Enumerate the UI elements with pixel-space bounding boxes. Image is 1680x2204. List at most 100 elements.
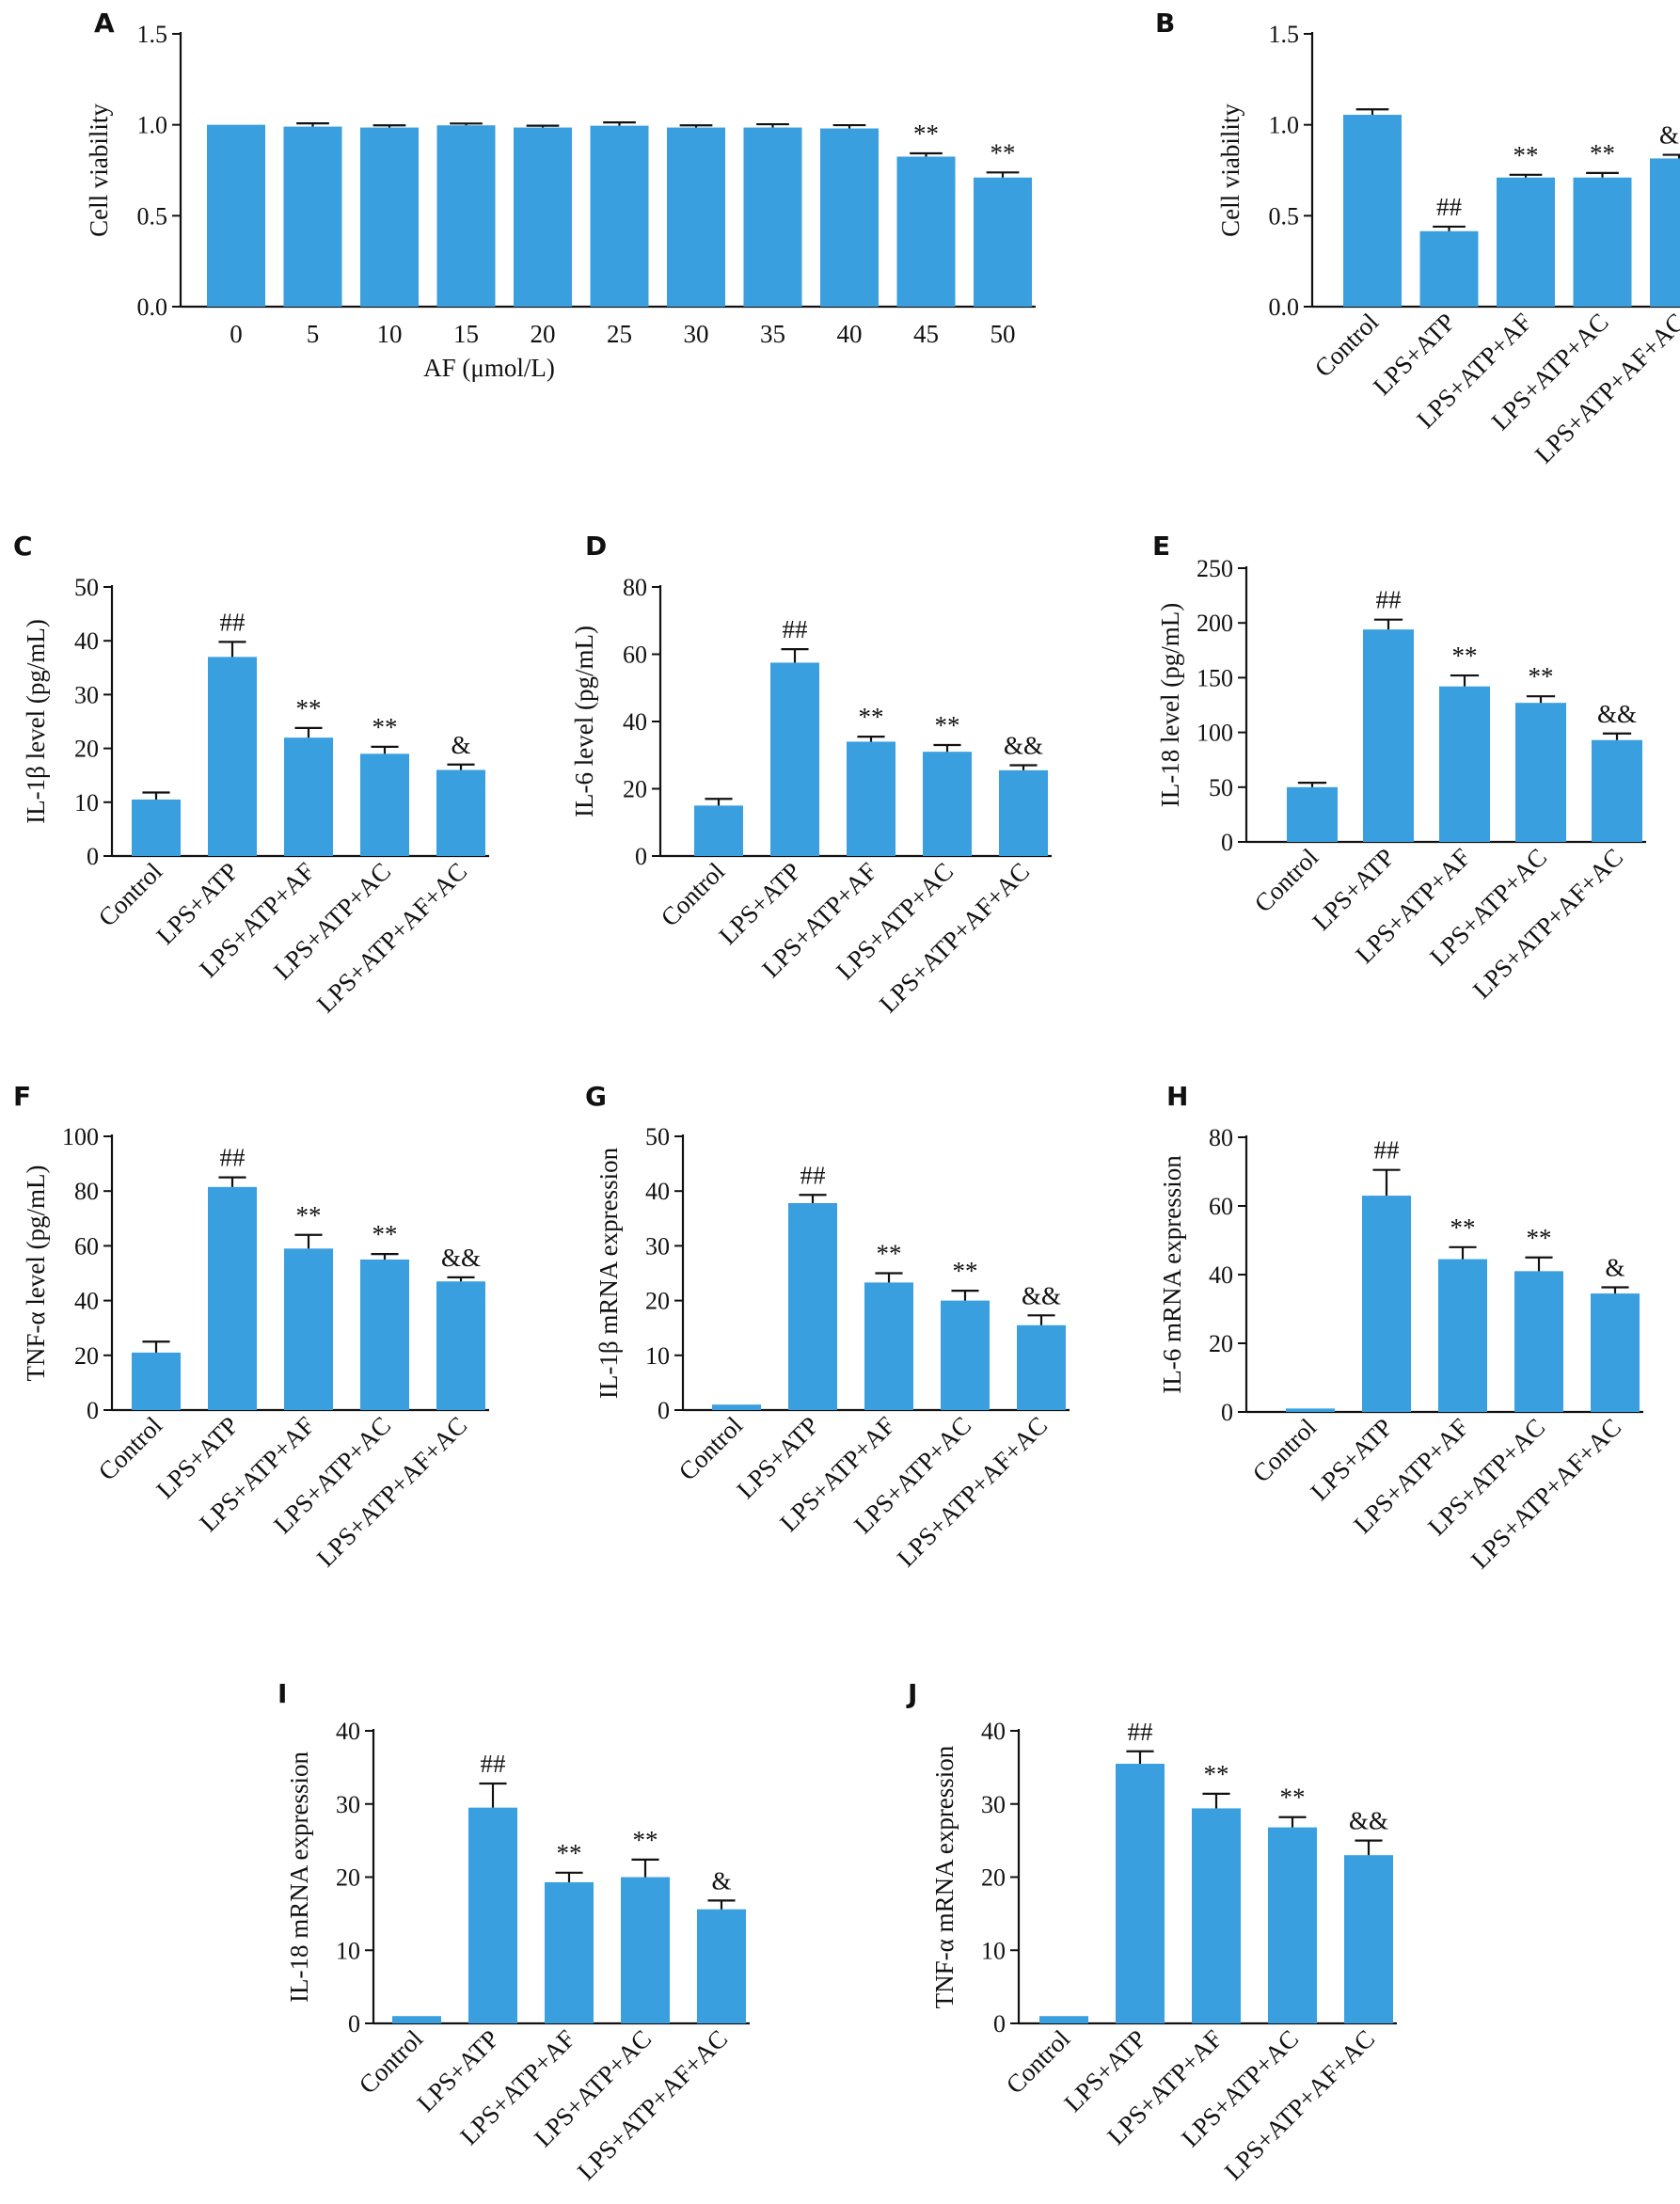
panel-g-y-tick-label: 40 (645, 1178, 670, 1205)
chart-panel-j: J 0 10 20 30 40 TNF-α mRNA expression Control ##… (906, 1678, 1397, 2185)
panel-i-bar (468, 1807, 517, 2023)
panel-a-x-tick-label: 20 (531, 320, 556, 348)
panel-j-y-tick-label: 30 (981, 1791, 1006, 1818)
panel-d-bar (770, 662, 819, 856)
panel-c-y-tick-label: 40 (74, 627, 99, 655)
panel-e-y-tick-label: 100 (1197, 720, 1233, 747)
panel-f-y-tick-label: 20 (74, 1342, 99, 1370)
panel-g-significance-mark: ** (953, 1257, 978, 1285)
panel-j-y-tick-label: 0 (993, 2010, 1006, 2038)
panel-i-bar (545, 1881, 594, 2023)
panel-c-bar (436, 769, 485, 856)
panel-d-y-tick-label: 80 (623, 574, 647, 601)
panel-b-significance-mark: && (1659, 121, 1680, 150)
panel-a-x-tick-label: 25 (607, 320, 632, 348)
panel-j-significance-mark: ## (1128, 1718, 1154, 1746)
panel-b-y-tick-label: 1.5 (1269, 21, 1300, 48)
panel-f-significance-mark: && (441, 1244, 481, 1272)
panel-h-significance-mark: ** (1527, 1224, 1552, 1252)
panel-e-significance-mark: ** (1452, 642, 1478, 670)
panel-h-bar (1438, 1259, 1487, 1412)
panel-a-x-tick-label: 45 (913, 320, 939, 348)
panel-d-y-tick-label: 40 (623, 708, 647, 736)
panel-g-y-axis-label: IL-1β mRNA expression (594, 1147, 623, 1399)
panel-g-bar (1017, 1324, 1066, 1410)
panel-a-x-tick-label: 10 (377, 320, 403, 348)
panel-e-y-tick-label: 150 (1197, 664, 1233, 691)
panel-b-y-axis-label: Cell viability (1216, 103, 1244, 237)
panel-j-y-tick-label: 40 (981, 1718, 1006, 1745)
chart-panel-e: E 0 50 100 150 200 250 IL-18 level (pg/mL) Contr… (1152, 531, 1646, 1004)
panel-e-y-tick-label: 250 (1197, 555, 1233, 582)
panel-e-y-tick-label: 200 (1197, 610, 1233, 637)
panel-f-significance-mark: ** (372, 1220, 398, 1248)
panel-g-bar (788, 1203, 837, 1410)
panel-j-bar (1344, 1855, 1393, 2023)
panel-j-significance-mark: && (1349, 1807, 1388, 1835)
panel-b-bar (1419, 230, 1479, 307)
panel-b-y-tick-label: 0.5 (1269, 202, 1300, 230)
panel-e-label: E (1152, 531, 1170, 562)
panel-a-bar (667, 127, 725, 307)
panel-g-y-tick-label: 0 (658, 1397, 670, 1424)
panel-a-y-axis-label: Cell viability (85, 103, 113, 237)
panel-b-y-tick-label: 0.0 (1269, 293, 1300, 321)
panel-f-y-tick-label: 100 (62, 1123, 99, 1150)
panel-a-x-axis-label: AF (μmol/L) (423, 354, 555, 382)
panel-c-significance-mark: ## (220, 608, 246, 636)
panel-a-bar (896, 156, 956, 307)
panel-a-y-tick-label: 0.0 (137, 293, 168, 321)
panel-h-significance-mark: ** (1450, 1213, 1476, 1242)
panel-b-label: B (1155, 8, 1175, 39)
panel-j-y-tick-label: 20 (981, 1864, 1006, 1892)
panel-a-bar (514, 127, 572, 307)
panel-d-significance-mark: && (1004, 731, 1043, 759)
panel-f-y-tick-label: 60 (74, 1232, 99, 1260)
chart-panel-f: F 0 20 40 60 80 100 TNF-α level (pg/mL) Control #… (13, 1081, 489, 1572)
panel-i-y-tick-label: 0 (348, 2010, 360, 2038)
panel-b-significance-mark: ** (1590, 139, 1615, 167)
panel-e-y-tick-label: 0 (1221, 829, 1233, 856)
panel-i-y-tick-label: 20 (336, 1864, 360, 1892)
chart-panel-c: C 0 10 20 30 40 50 IL-1β level (pg/mL) Control ##… (13, 531, 489, 1018)
panel-d-bar (999, 769, 1048, 856)
panel-h-y-tick-label: 40 (1209, 1261, 1233, 1289)
panel-a-y-tick-label: 1.5 (137, 21, 168, 48)
panel-f-bar (132, 1352, 181, 1410)
panel-e-bar (1592, 739, 1642, 842)
panel-a-x-tick-label: 30 (684, 320, 709, 348)
panel-c-y-tick-label: 30 (74, 681, 99, 708)
panel-g-bar (864, 1282, 913, 1410)
panel-h-bar (1286, 1408, 1335, 1412)
panel-f-x-tick-label: Control (93, 1411, 168, 1486)
panel-b-bar (1497, 177, 1555, 307)
panel-g-x-tick-label: Control (674, 1411, 749, 1486)
panel-d-y-tick-label: 60 (623, 642, 647, 669)
panel-i-label: I (277, 1678, 287, 1709)
panel-a-y-tick-label: 0.5 (137, 202, 168, 230)
panel-a-bar (283, 126, 342, 307)
panel-d-bar (847, 741, 895, 856)
panel-j-bar (1192, 1808, 1241, 2023)
panel-a-bar (974, 177, 1032, 307)
panel-j-label: J (906, 1678, 917, 1709)
panel-i-x-tick-label: Control (354, 2024, 429, 2100)
panel-i-significance-mark: ## (481, 1750, 507, 1778)
panel-h-y-tick-label: 20 (1209, 1330, 1233, 1357)
panel-e-significance-mark: && (1597, 700, 1637, 728)
panel-c-bar (284, 737, 333, 856)
panel-g-significance-mark: ## (800, 1161, 827, 1189)
panel-a-bar (207, 124, 265, 307)
panel-h-x-tick-label: Control (1247, 1413, 1323, 1488)
panel-j-significance-mark: ** (1204, 1760, 1229, 1788)
panel-f-bar (208, 1186, 257, 1410)
panel-a-bar (436, 125, 496, 307)
panel-d-bar (923, 752, 972, 856)
panel-a-x-tick-label: 15 (453, 320, 479, 348)
panel-b-bar (1573, 177, 1632, 307)
panel-c-y-axis-label: IL-1β level (pg/mL) (22, 619, 50, 824)
